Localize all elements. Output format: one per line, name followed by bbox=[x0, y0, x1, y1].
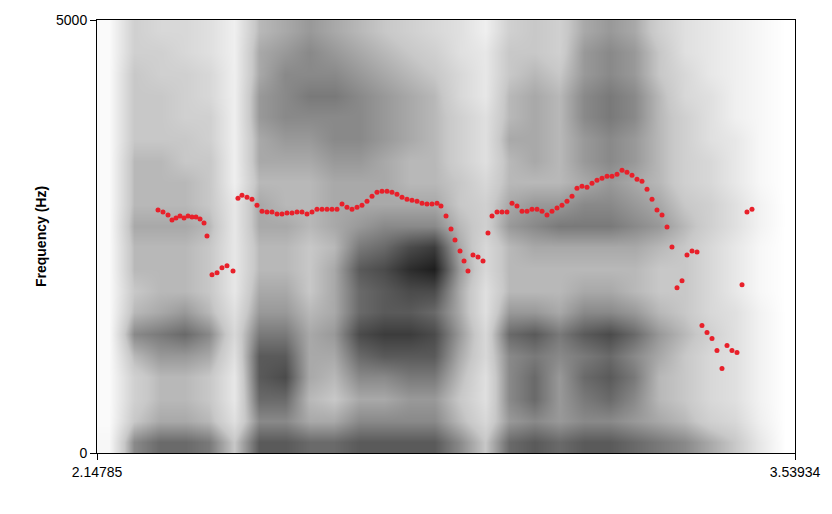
svg-text:5000: 5000 bbox=[56, 12, 87, 28]
svg-text:0: 0 bbox=[79, 445, 87, 461]
svg-text:3.53934: 3.53934 bbox=[770, 464, 821, 480]
svg-text:2.14785: 2.14785 bbox=[72, 464, 123, 480]
svg-text:Frequency (Hz): Frequency (Hz) bbox=[33, 186, 49, 287]
